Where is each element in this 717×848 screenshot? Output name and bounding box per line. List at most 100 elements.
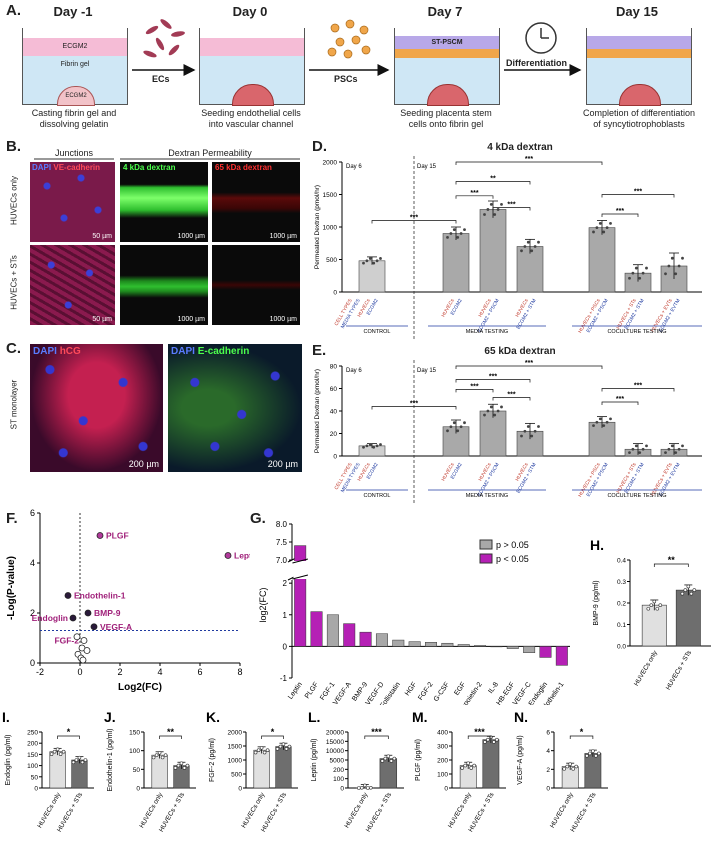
data-point [176,763,181,768]
chart-f: -2024680246Log2(FC)-Log(P-value)PLGFLept… [6,508,250,693]
image-c1-hcg: DAPI hCG 200 µm [30,344,163,472]
x-tick-label: HUVECs + STs [569,791,598,833]
sig-bracket [492,207,531,211]
chart-d: 0 500 1000 1500 2000 Permeated Dextran (pmol/… [314,156,702,340]
y-tick-label: 2 [283,579,288,588]
bar [392,639,405,647]
data-point [646,606,651,611]
data-point [609,417,612,421]
legend-swatch-ns [479,539,493,550]
bar [584,753,602,789]
arrow-label-differentiation: Differentiation [506,58,568,68]
data-point [460,766,465,770]
y-tick-label: 6 [30,508,35,518]
data-point [486,737,490,742]
y-tick-label: 200 [27,741,38,748]
y-tick-label: 500 [231,772,242,779]
sig-bracket [455,389,494,393]
sig-stars: ** [167,727,175,737]
image-b5-4kda: 1000 µm [120,245,208,325]
sig-stars: *** [634,189,642,196]
arrow-label-pscs: PSCs [334,74,358,84]
data-point [537,240,540,244]
data-point [683,588,688,592]
x-tick-label: HGF [404,681,418,697]
data-point [379,257,382,260]
data-point [674,451,678,455]
y-tick-label: 0.0 [617,644,626,651]
data-point [372,445,376,449]
sig-bracket [601,213,639,217]
data-point [281,742,286,747]
beaker-day7: ST-PSCM [394,28,500,106]
sig-stars: *** [470,383,478,390]
y-tick-label: 0.4 [617,558,626,565]
y-axis-label: -Log(P-value) [6,556,17,620]
y-tick-label: 100 [437,772,448,779]
legend-label-sig: p < 0.05 [496,554,529,564]
panel-a-arrows [132,19,582,76]
sig-bracket [371,406,457,410]
bar [523,646,536,653]
st-pscm-layer: ST-PSCM [395,36,499,49]
data-point [392,756,397,761]
y-tick-label: 2 [546,767,550,774]
data-point [602,230,606,234]
data-point [449,232,453,235]
panel-f-label: F. [6,510,18,527]
bar [253,749,270,789]
point-label: Endothelin-1 [74,591,126,601]
data-point [631,447,635,451]
y-axis-label: PLGF (pg/ml) [415,739,422,781]
channel-ecgm2: ECGM2 [57,86,95,106]
y-tick-label: 2 [30,608,35,618]
y-tick-label: 60 [330,386,338,393]
x-tick-label: -2 [36,667,44,677]
data-point [446,236,449,239]
data-point [80,760,85,765]
data-point [379,443,382,446]
y-tick-label: 1 [283,611,288,620]
data-point [496,409,500,413]
data-point [645,444,648,448]
volcano-point [80,637,88,644]
chart-m: M. 0 100 200 300 400 PLGF (pg/ml) HUVECs onlyHU… [412,710,506,833]
y-tick-label: 0 [30,658,35,668]
panel-d-label: D. [312,138,327,155]
y-tick-label: 2000 [323,160,338,167]
y-tick-label: 10000 [326,748,344,755]
data-point [386,754,391,759]
y-tick-label: 50 [133,767,141,774]
bar [425,642,437,647]
data-point [483,740,487,744]
data-point [71,760,76,765]
data-point [49,752,54,756]
x-tick-label: HUVECs only [344,791,370,830]
section-label: CONTROL [364,493,391,499]
y-tick-label: 4 [30,558,35,568]
bar [479,209,507,293]
data-point [681,256,684,260]
data-point [469,766,474,770]
data-point [664,272,667,276]
data-point [667,264,671,268]
sig-bracket [455,195,494,199]
data-point [680,591,685,596]
volcano-point [64,592,72,599]
panel-label: I. [2,710,10,725]
data-point [369,785,373,790]
y-tick-label: -1 [280,674,288,683]
junctions-header: Junctions [54,148,94,158]
x-tick-label: EGF [453,681,467,697]
data-point [157,750,162,755]
data-point [365,444,369,448]
data-point [595,226,599,230]
bar [294,545,307,647]
caption-1: Casting fibrin gel and dissolving gelati… [31,108,117,129]
sig-stars: *** [525,156,533,163]
day-minus1-title: Day -1 [53,4,93,19]
y-tick-label: 100 [27,763,38,770]
sig-bracket [569,735,594,739]
arrow-label-ecs: ECs [152,74,170,84]
data-point [493,413,497,417]
